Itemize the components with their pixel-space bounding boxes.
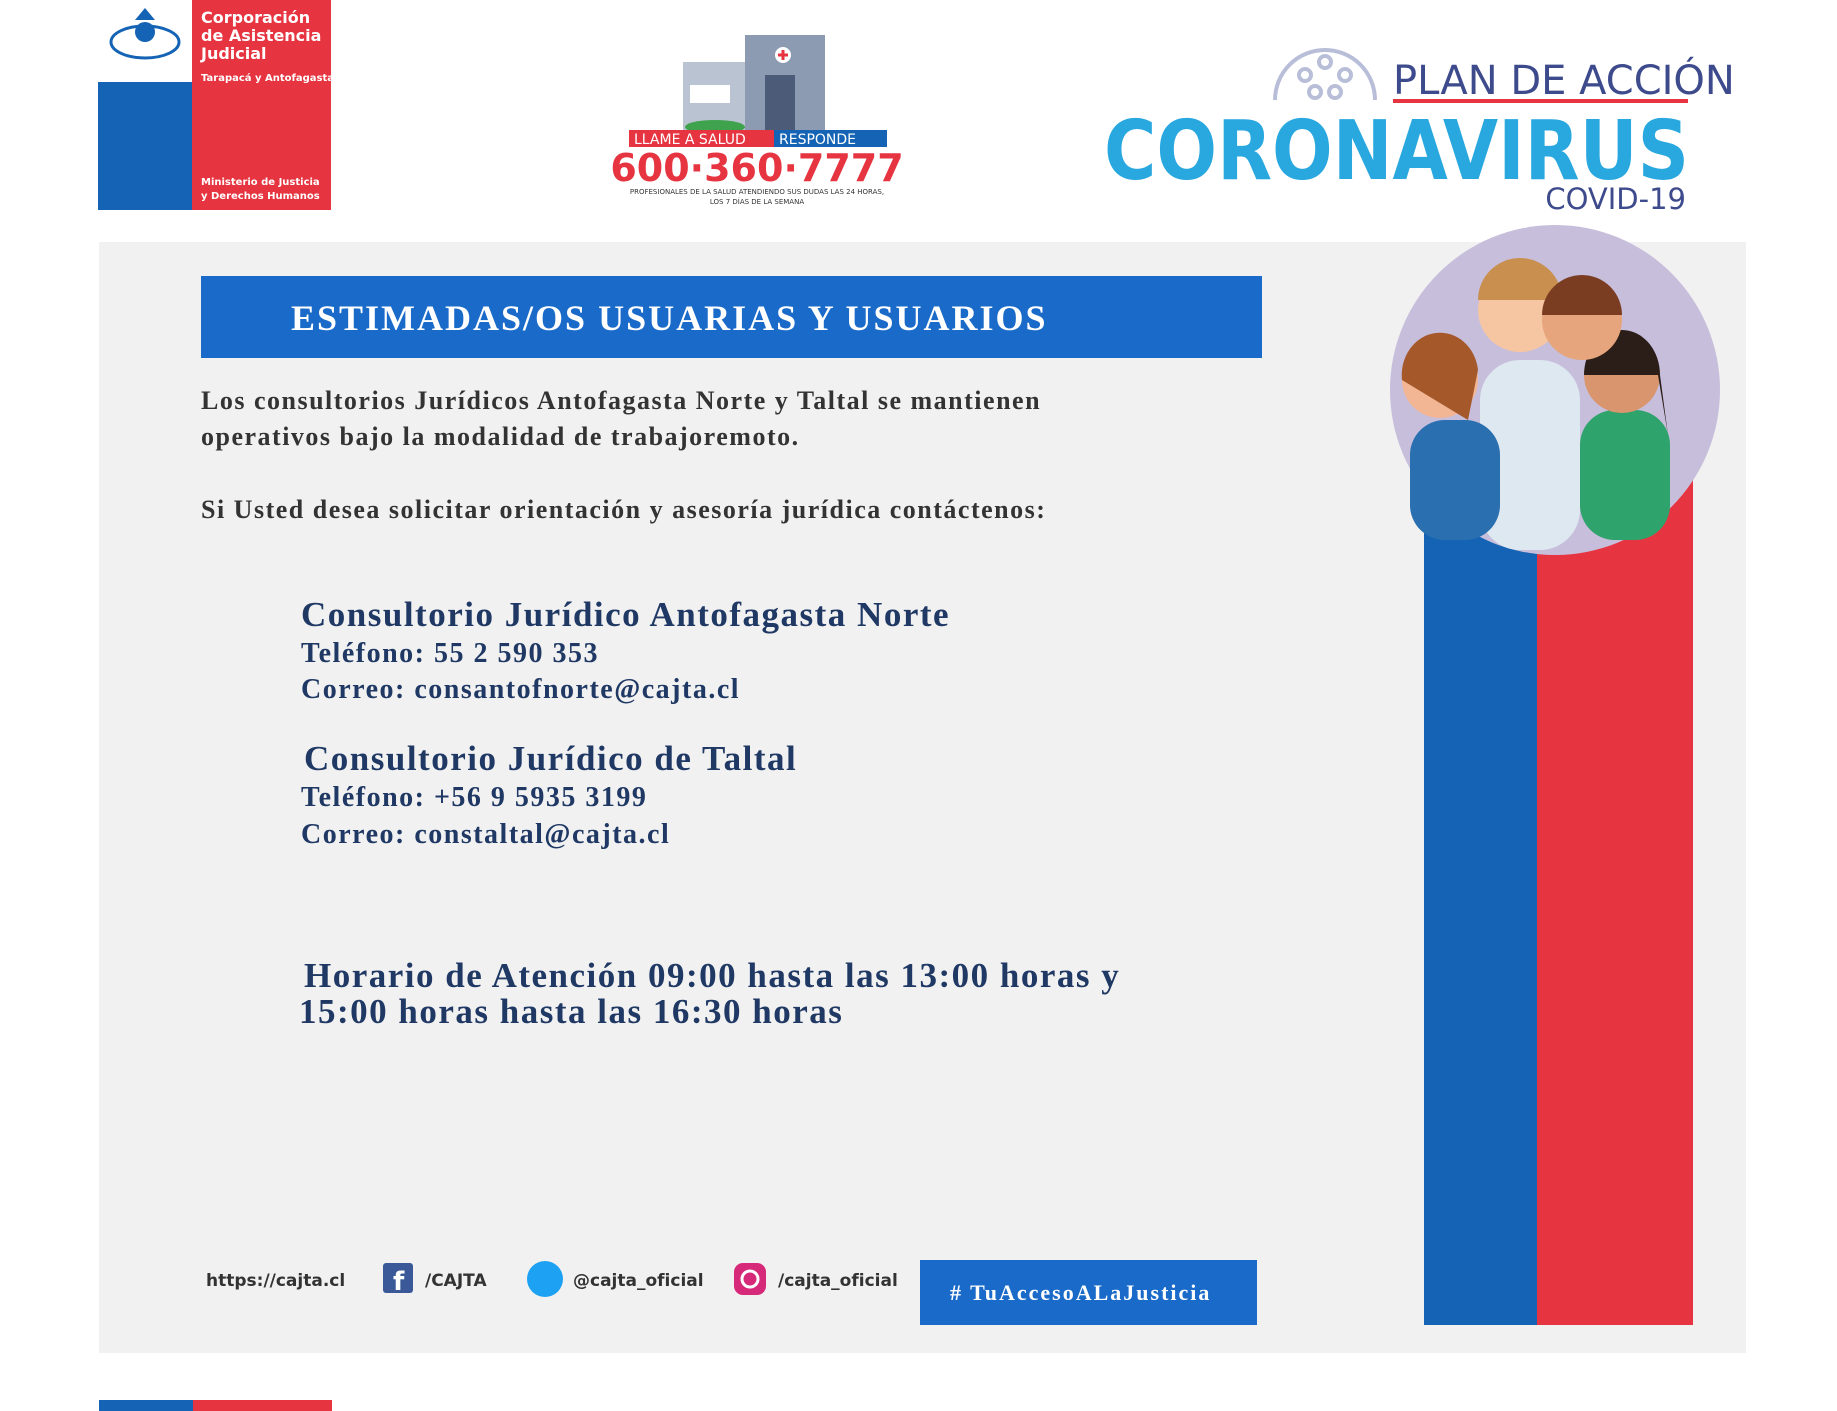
hashtag-box xyxy=(920,1260,1257,1325)
hashtag[interactable]: # TuAccesoALaJusticia xyxy=(950,1280,1211,1305)
paragraph: operativos bajo la modalidad de trabajor… xyxy=(201,422,800,451)
hotline-note: PROFESIONALES DE LA SALUD ATENDIENDO SUS… xyxy=(630,188,884,196)
office-phone: Teléfono: 55 2 590 353 xyxy=(301,638,599,669)
bottom-logo xyxy=(99,1400,193,1411)
notice-title: ESTIMADAS/OS USUARIAS Y USUARIOS xyxy=(291,298,1048,338)
office-phone: Teléfono: +56 9 5935 3199 xyxy=(301,782,647,813)
flag-red xyxy=(1537,480,1693,1325)
bottom-logo xyxy=(193,1400,332,1411)
campaign: PLAN DE ACCIÓN CORONAVIRUS COVID-19 xyxy=(1104,48,1735,216)
facebook-icon xyxy=(383,1263,413,1293)
notice-bar xyxy=(201,276,1262,358)
hotline-label: RESPONDE xyxy=(779,132,856,148)
campaign-subtitle: COVID-19 xyxy=(1545,182,1686,216)
hotline-number: 600·360·7777 xyxy=(610,146,903,190)
logo: Corporación de Asistencia Judicial Tarap… xyxy=(98,0,334,210)
illustration xyxy=(1390,225,1720,555)
office-email: Correo: constaltal@cajta.cl xyxy=(301,819,670,850)
flag-blue xyxy=(1424,480,1537,1325)
office-name: Consultorio Jurídico de Taltal xyxy=(304,739,797,778)
website[interactable]: https://cajta.cl xyxy=(206,1271,345,1291)
campaign-kicker: PLAN DE ACCIÓN xyxy=(1393,56,1735,104)
logo-line: de Asistencia xyxy=(201,26,321,45)
twitter-icon xyxy=(527,1261,563,1297)
paragraph: Los consultorios Jurídicos Antofagasta N… xyxy=(201,386,1041,415)
logo-ministry: y Derechos Humanos xyxy=(201,191,320,202)
hours: 15:00 horas hasta las 16:30 horas xyxy=(299,992,843,1031)
logo-line: Corporación xyxy=(201,8,310,27)
campaign-title: CORONAVIRUS xyxy=(1104,104,1689,199)
logo-ministry: Ministerio de Justicia xyxy=(201,177,320,188)
office-name: Consultorio Jurídico Antofagasta Norte xyxy=(301,595,950,634)
instagram[interactable]: /cajta_oficial xyxy=(778,1271,898,1291)
hotline: LLAME A SALUD RESPONDE 600·360·7777 PROF… xyxy=(610,35,904,206)
office-email: Correo: consantofnorte@cajta.cl xyxy=(301,674,740,705)
hours: Horario de Atención 09:00 hasta las 13:0… xyxy=(304,956,1120,995)
facebook-glyph: f xyxy=(393,1267,405,1297)
paragraph: Si Usted desea solicitar orientación y a… xyxy=(201,495,1046,524)
hotline-label: LLAME A SALUD xyxy=(634,132,746,148)
hotline-note: LOS 7 DÍAS DE LA SEMANA xyxy=(710,197,804,206)
logo-line: Judicial xyxy=(200,44,267,63)
instagram-icon xyxy=(734,1263,766,1295)
facebook[interactable]: /CAJTA xyxy=(425,1271,487,1291)
twitter[interactable]: @cajta_oficial xyxy=(573,1271,704,1291)
logo-region: Tarapacá y Antofagasta xyxy=(201,72,334,84)
